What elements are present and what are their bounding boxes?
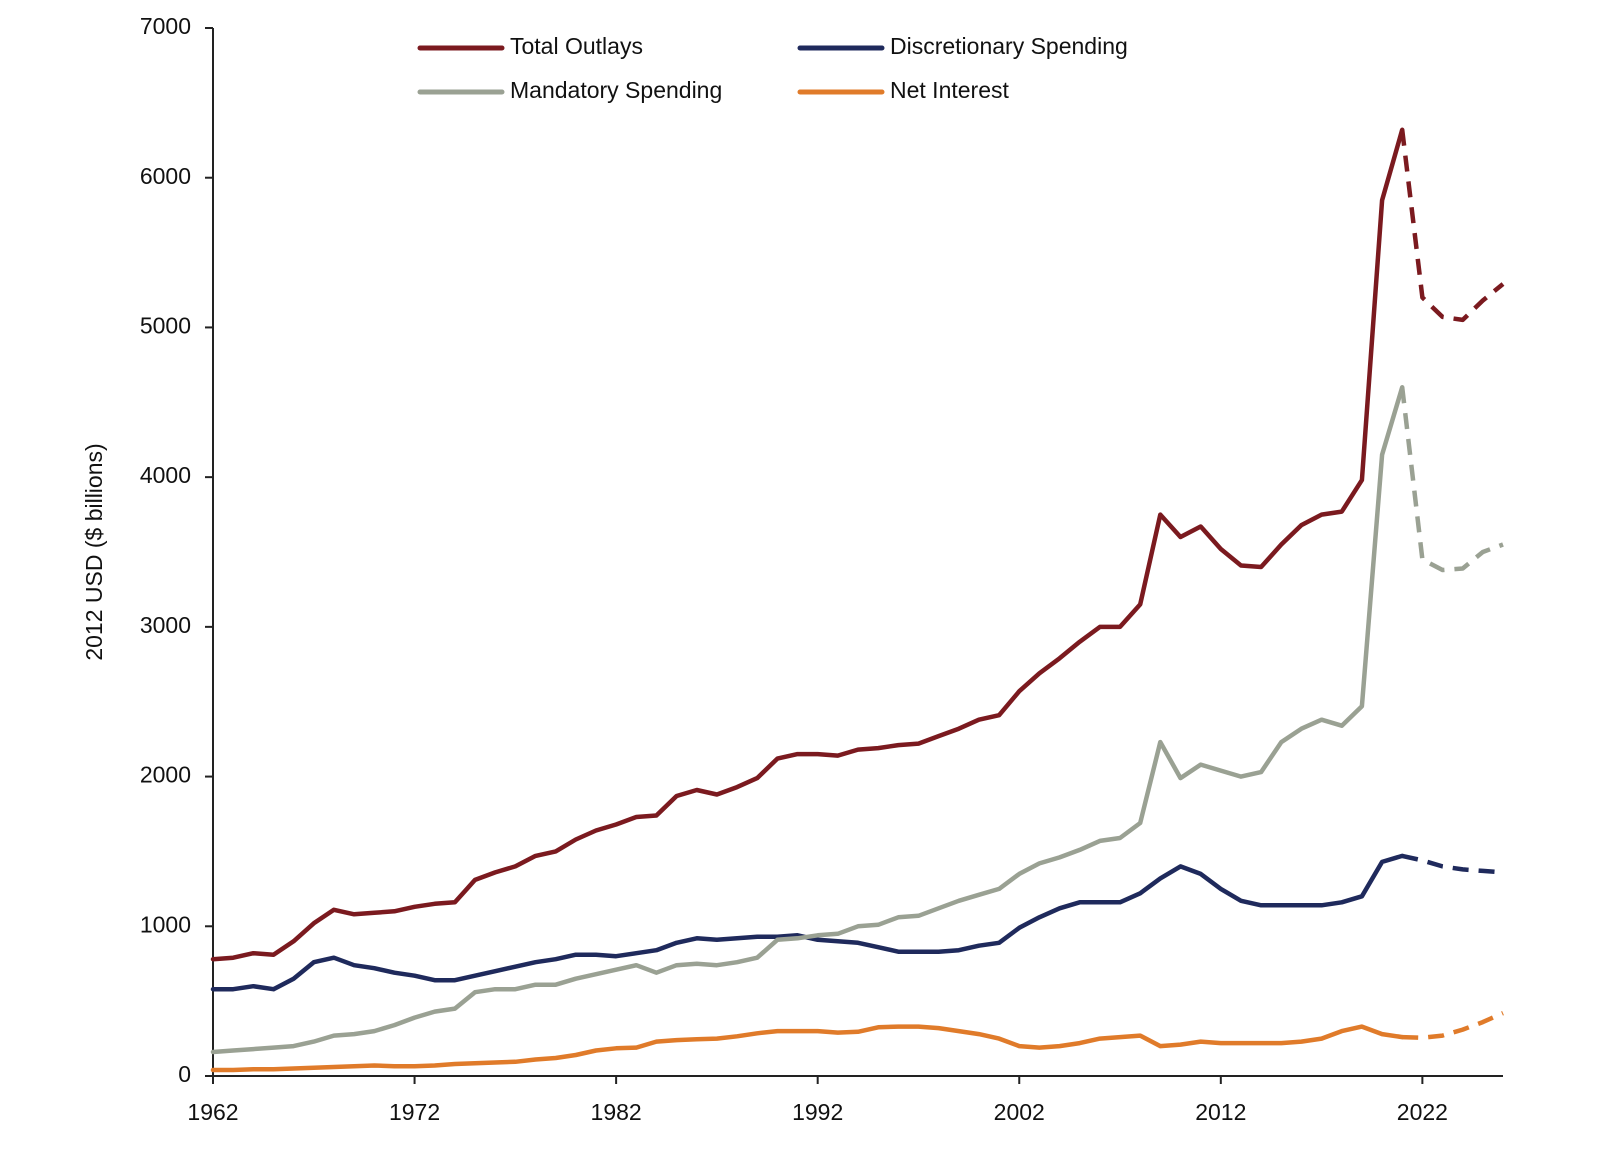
x-tick-label: 1972 <box>389 1099 440 1125</box>
y-tick-label: 7000 <box>140 13 191 39</box>
x-tick-label: 2002 <box>994 1099 1045 1125</box>
series-line-dashed <box>1401 853 1504 875</box>
x-tick-label: 2012 <box>1195 1099 1246 1125</box>
legend-label: Mandatory Spending <box>510 77 722 103</box>
legend-label: Net Interest <box>890 77 1009 103</box>
y-tick-label: 4000 <box>140 462 191 488</box>
series-line-dashed <box>1399 129 1505 323</box>
legend-label: Total Outlays <box>510 33 643 59</box>
y-tick-label: 5000 <box>140 313 191 339</box>
legend-label: Discretionary Spending <box>890 33 1128 59</box>
y-tick-label: 1000 <box>140 911 191 937</box>
series-line-dashed <box>1399 387 1504 573</box>
y-tick-label: 3000 <box>140 612 191 638</box>
series-line <box>210 853 1405 992</box>
y-tick-label: 2000 <box>140 762 191 788</box>
x-tick-label: 1962 <box>187 1099 238 1125</box>
x-tick-label: 1992 <box>792 1099 843 1125</box>
y-axis-label: 2012 USD ($ billions) <box>81 443 107 660</box>
x-tick-label: 1982 <box>591 1099 642 1125</box>
y-tick-label: 0 <box>178 1061 191 1087</box>
series-line-dashed <box>1402 1011 1504 1041</box>
series-line <box>210 1024 1405 1073</box>
x-tick-label: 2022 <box>1397 1099 1448 1125</box>
series-line <box>210 127 1405 962</box>
y-tick-label: 6000 <box>140 163 191 189</box>
series-line <box>210 385 1405 1055</box>
